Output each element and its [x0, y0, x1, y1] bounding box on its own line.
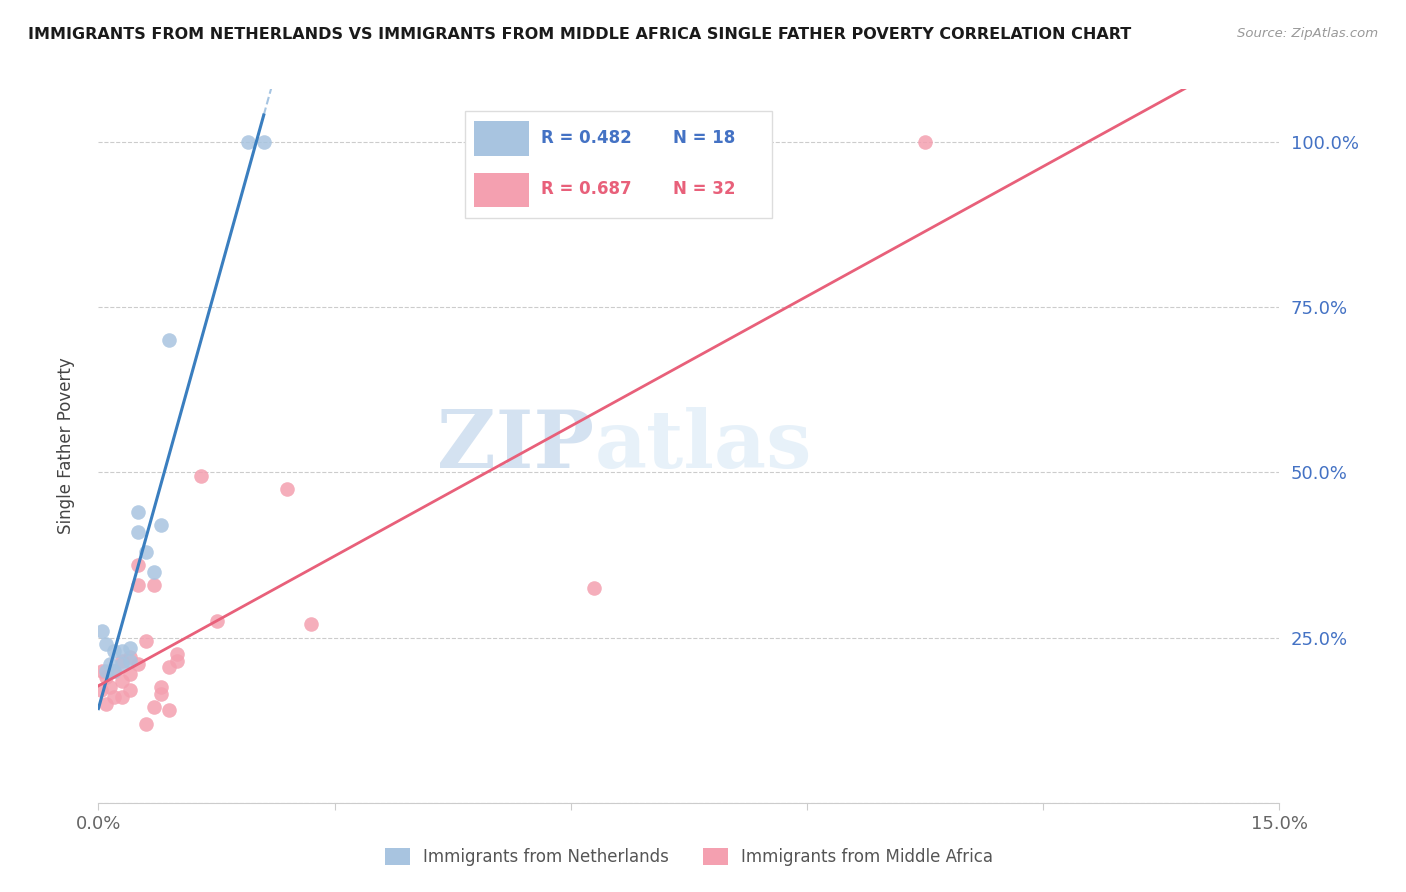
Point	[118, 650, 141, 665]
Point	[103, 664, 125, 678]
Point	[103, 664, 125, 678]
Point	[103, 644, 125, 658]
Legend: Immigrants from Netherlands, Immigrants from Middle Africa: Immigrants from Netherlands, Immigrants …	[378, 841, 1000, 873]
Point	[253, 135, 276, 149]
Point	[111, 657, 134, 671]
Point	[111, 654, 134, 668]
Point	[127, 558, 149, 572]
Point	[118, 683, 141, 698]
Point	[111, 690, 134, 704]
Point	[118, 640, 141, 655]
Point	[96, 697, 118, 711]
Point	[299, 617, 322, 632]
Point	[127, 505, 149, 519]
Point	[127, 657, 149, 671]
Y-axis label: Single Father Poverty: Single Father Poverty	[56, 358, 75, 534]
Point	[118, 654, 141, 668]
Point	[142, 578, 165, 592]
Point	[142, 700, 165, 714]
Point	[914, 135, 936, 149]
Text: atlas: atlas	[595, 407, 811, 485]
Text: ZIP: ZIP	[437, 407, 595, 485]
Point	[96, 670, 118, 684]
Point	[150, 680, 173, 694]
Point	[127, 524, 149, 539]
Point	[135, 716, 157, 731]
Point	[135, 545, 157, 559]
Point	[190, 468, 212, 483]
Point	[90, 683, 112, 698]
Point	[276, 482, 298, 496]
Point	[205, 614, 228, 628]
Point	[127, 578, 149, 592]
Point	[98, 680, 121, 694]
Point	[142, 565, 165, 579]
Point	[96, 637, 118, 651]
Point	[103, 690, 125, 704]
Point	[150, 687, 173, 701]
Point	[236, 135, 259, 149]
Point	[118, 667, 141, 681]
Point	[98, 657, 121, 671]
Point	[157, 703, 180, 717]
Point	[111, 673, 134, 688]
Point	[157, 660, 180, 674]
Point	[583, 581, 606, 595]
Point	[150, 518, 173, 533]
Point	[91, 624, 114, 638]
Point	[166, 647, 188, 661]
Text: IMMIGRANTS FROM NETHERLANDS VS IMMIGRANTS FROM MIDDLE AFRICA SINGLE FATHER POVER: IMMIGRANTS FROM NETHERLANDS VS IMMIGRANT…	[28, 27, 1132, 42]
Point	[111, 644, 134, 658]
Point	[157, 333, 180, 347]
Text: Source: ZipAtlas.com: Source: ZipAtlas.com	[1237, 27, 1378, 40]
Point	[135, 634, 157, 648]
Point	[166, 654, 188, 668]
Point	[96, 664, 118, 678]
Point	[91, 664, 114, 678]
